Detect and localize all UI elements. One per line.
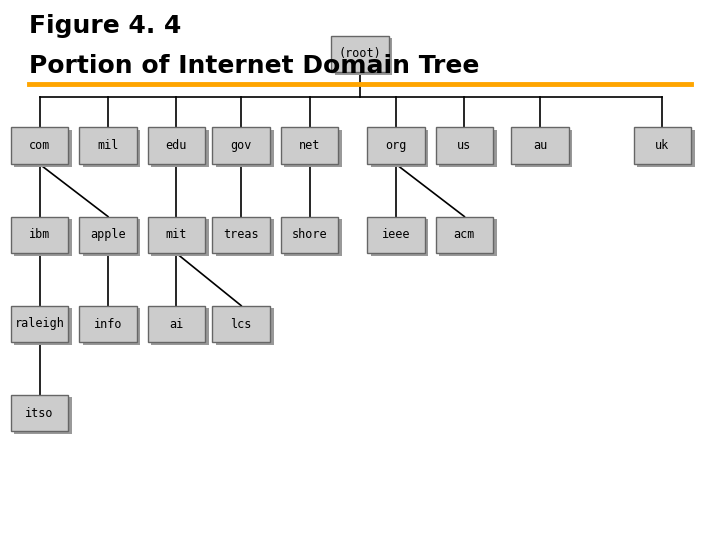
FancyBboxPatch shape (11, 306, 68, 342)
FancyBboxPatch shape (439, 130, 497, 167)
Text: mit: mit (166, 228, 187, 241)
FancyBboxPatch shape (367, 217, 425, 253)
Text: raleigh: raleigh (14, 318, 65, 330)
FancyBboxPatch shape (14, 397, 72, 434)
Text: uk: uk (655, 139, 670, 152)
FancyBboxPatch shape (284, 219, 342, 256)
FancyBboxPatch shape (367, 127, 425, 164)
Text: ibm: ibm (29, 228, 50, 241)
FancyBboxPatch shape (151, 308, 209, 345)
Text: treas: treas (223, 228, 259, 241)
Text: ieee: ieee (382, 228, 410, 241)
FancyBboxPatch shape (216, 219, 274, 256)
FancyBboxPatch shape (14, 219, 72, 256)
Text: info: info (94, 318, 122, 330)
FancyBboxPatch shape (212, 127, 270, 164)
FancyBboxPatch shape (79, 217, 137, 253)
Text: org: org (385, 139, 407, 152)
Text: Portion of Internet Domain Tree: Portion of Internet Domain Tree (29, 54, 480, 78)
FancyBboxPatch shape (439, 219, 497, 256)
Text: edu: edu (166, 139, 187, 152)
Text: au: au (533, 139, 547, 152)
Text: us: us (457, 139, 472, 152)
FancyBboxPatch shape (11, 127, 68, 164)
FancyBboxPatch shape (14, 130, 72, 167)
Text: com: com (29, 139, 50, 152)
FancyBboxPatch shape (11, 395, 68, 431)
FancyBboxPatch shape (335, 38, 392, 75)
FancyBboxPatch shape (79, 127, 137, 164)
Text: gov: gov (230, 139, 252, 152)
Text: (root): (root) (338, 48, 382, 60)
FancyBboxPatch shape (151, 130, 209, 167)
FancyBboxPatch shape (371, 130, 428, 167)
FancyBboxPatch shape (83, 130, 140, 167)
Text: acm: acm (454, 228, 475, 241)
FancyBboxPatch shape (148, 306, 205, 342)
FancyBboxPatch shape (148, 217, 205, 253)
FancyBboxPatch shape (212, 306, 270, 342)
FancyBboxPatch shape (634, 127, 691, 164)
FancyBboxPatch shape (148, 127, 205, 164)
FancyBboxPatch shape (436, 127, 493, 164)
FancyBboxPatch shape (515, 130, 572, 167)
Text: itso: itso (25, 407, 54, 420)
FancyBboxPatch shape (511, 127, 569, 164)
FancyBboxPatch shape (371, 219, 428, 256)
FancyBboxPatch shape (637, 130, 695, 167)
FancyBboxPatch shape (79, 306, 137, 342)
Text: lcs: lcs (230, 318, 252, 330)
FancyBboxPatch shape (281, 127, 338, 164)
FancyBboxPatch shape (14, 308, 72, 345)
FancyBboxPatch shape (436, 217, 493, 253)
Text: net: net (299, 139, 320, 152)
Text: apple: apple (90, 228, 126, 241)
FancyBboxPatch shape (11, 217, 68, 253)
FancyBboxPatch shape (331, 36, 389, 72)
FancyBboxPatch shape (216, 308, 274, 345)
FancyBboxPatch shape (83, 308, 140, 345)
Text: shore: shore (292, 228, 328, 241)
Text: Figure 4. 4: Figure 4. 4 (29, 14, 181, 37)
FancyBboxPatch shape (281, 217, 338, 253)
FancyBboxPatch shape (83, 219, 140, 256)
Text: mil: mil (97, 139, 119, 152)
Text: ai: ai (169, 318, 184, 330)
FancyBboxPatch shape (212, 217, 270, 253)
FancyBboxPatch shape (284, 130, 342, 167)
FancyBboxPatch shape (216, 130, 274, 167)
FancyBboxPatch shape (151, 219, 209, 256)
